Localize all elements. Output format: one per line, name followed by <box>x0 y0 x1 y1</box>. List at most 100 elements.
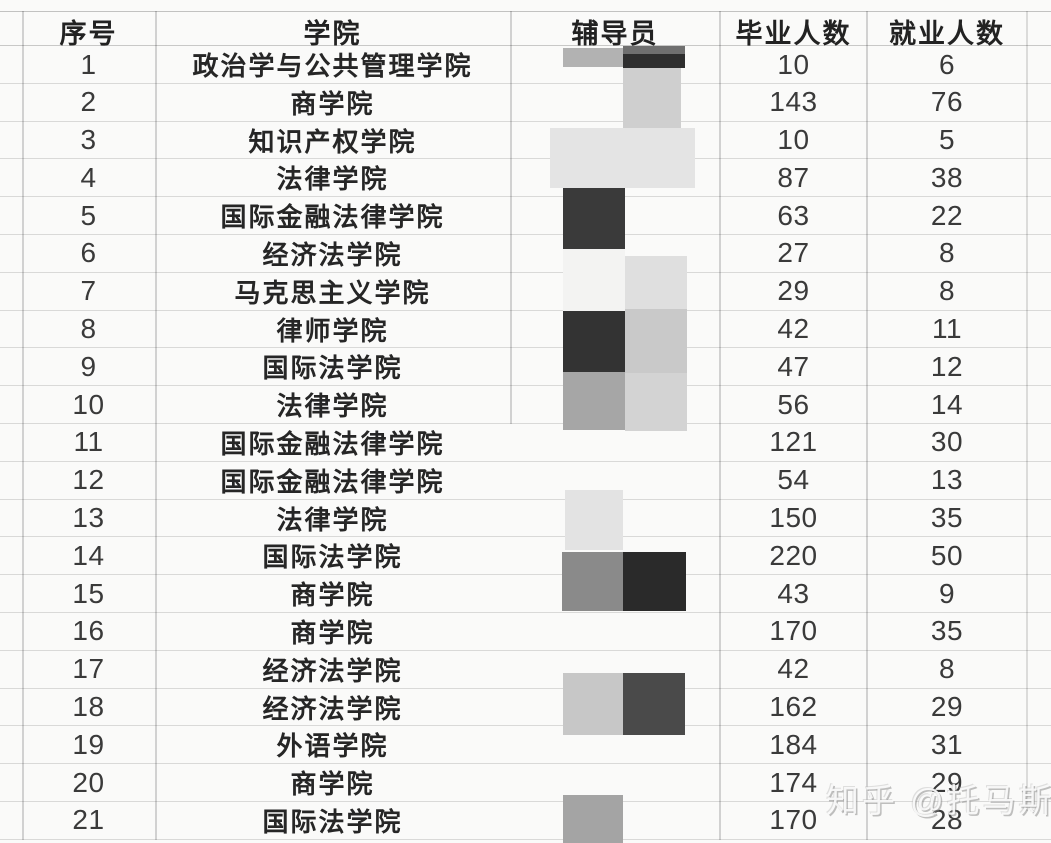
header-graduates: 毕业人数 <box>735 19 852 49</box>
row-margin-right <box>1027 726 1051 763</box>
row-margin-right <box>1027 235 1051 272</box>
row-margin <box>0 500 22 537</box>
redaction-block <box>563 673 623 735</box>
cell-employed-count: 14 <box>930 388 964 420</box>
redaction-block <box>623 552 686 611</box>
row-margin-right <box>1027 613 1051 650</box>
table-row: 3 知识产权学院 10 5 <box>0 122 1051 160</box>
table-body: 1 政治学与公共管理学院 10 6 2 商学院 143 76 3 知识产权学院 10 5 4 法律学院 87… <box>0 46 1051 840</box>
row-margin-right <box>1027 689 1051 726</box>
cell-college-name: 法律学院 <box>276 165 389 195</box>
table-right-border <box>1026 11 1028 811</box>
cell-graduates-count: 47 <box>777 350 810 382</box>
redaction-block <box>623 68 681 128</box>
cell-serial-number: 20 <box>72 766 105 798</box>
table-row: 14 国际法学院 220 50 <box>0 537 1051 576</box>
row-margin-right <box>1027 462 1051 499</box>
cell-employed-count: 31 <box>930 728 964 760</box>
cell-college-name: 经济法学院 <box>262 240 403 270</box>
table-row: 19 外语学院 184 31 <box>0 726 1051 765</box>
cell-employed-count: 35 <box>930 502 964 534</box>
redaction-block <box>563 311 625 372</box>
cell-employed-count: 50 <box>930 539 964 571</box>
redaction-block <box>625 309 687 373</box>
table-row: 20 商学院 174 29 <box>0 764 1051 802</box>
redaction-block <box>550 128 695 188</box>
row-margin <box>0 537 22 574</box>
row-margin-right <box>1027 311 1051 348</box>
row-margin-right <box>1027 348 1051 385</box>
row-margin <box>0 311 22 348</box>
row-margin <box>0 726 22 763</box>
cell-serial-number: 4 <box>80 161 97 193</box>
row-margin-right <box>1027 386 1051 423</box>
row-margin <box>0 462 22 499</box>
cell-college-name: 经济法学院 <box>262 694 403 724</box>
cell-college-name: 经济法学院 <box>262 656 403 686</box>
cell-college-name: 商学院 <box>290 89 375 119</box>
cell-serial-number: 13 <box>72 502 105 534</box>
cell-graduates-count: 10 <box>777 124 810 156</box>
row-margin <box>0 802 22 839</box>
cell-serial-number: 21 <box>72 804 105 836</box>
cell-employed-count: 8 <box>938 653 956 685</box>
row-margin <box>0 348 22 385</box>
header-serial-number: 序号 <box>59 19 118 49</box>
cell-serial-number: 9 <box>80 350 97 382</box>
table-row: 4 法律学院 87 38 <box>0 159 1051 198</box>
cell-graduates-count: 29 <box>777 275 810 307</box>
cell-employed-count: 8 <box>938 275 956 307</box>
cell-graduates-count: 42 <box>777 313 810 345</box>
table-row: 15 商学院 43 9 <box>0 575 1051 613</box>
cell-college-name: 外语学院 <box>276 732 389 762</box>
cell-college-name: 律师学院 <box>276 316 389 346</box>
cell-graduates-count: 10 <box>777 48 810 80</box>
cell-employed-count: 76 <box>930 86 964 118</box>
table-row: 2 商学院 143 76 <box>0 84 1051 122</box>
row-margin <box>0 84 22 121</box>
table-row: 10 法律学院 56 14 <box>0 386 1051 424</box>
row-margin <box>0 197 22 234</box>
col-divider-no-college <box>155 11 157 840</box>
cell-employed-count: 13 <box>930 464 964 496</box>
table-row: 11 国际金融法律学院 121 30 <box>0 424 1051 462</box>
table-row: 6 经济法学院 27 8 <box>0 235 1051 273</box>
cell-college-name: 国际金融法律学院 <box>220 467 445 497</box>
cell-serial-number: 1 <box>80 48 97 80</box>
table-row: 7 马克思主义学院 29 8 <box>0 273 1051 311</box>
cell-serial-number: 19 <box>72 728 105 760</box>
cell-graduates-count: 63 <box>777 199 810 231</box>
cell-college-name: 马克思主义学院 <box>234 278 431 308</box>
cell-employed-count: 28 <box>930 804 964 836</box>
cell-employed-count: 29 <box>930 766 964 798</box>
cell-college-name: 法律学院 <box>276 505 389 535</box>
row-margin <box>0 386 22 423</box>
header-employed: 就业人数 <box>889 19 1005 49</box>
cell-college-name: 商学院 <box>290 618 375 648</box>
row-margin <box>0 689 22 726</box>
cell-employed-count: 5 <box>938 124 956 156</box>
col-divider-graduates-employed <box>866 11 868 840</box>
redaction-block <box>563 372 625 430</box>
cell-college-name: 国际法学院 <box>262 807 403 837</box>
cell-serial-number: 14 <box>72 539 105 571</box>
cell-serial-number: 17 <box>72 653 105 685</box>
redaction-block <box>623 54 685 68</box>
cell-graduates-count: 87 <box>777 161 810 193</box>
cell-graduates-count: 150 <box>769 502 818 534</box>
cell-graduates-count: 56 <box>777 388 810 420</box>
cell-counselor <box>510 613 720 650</box>
cell-college-name: 国际法学院 <box>262 354 403 384</box>
row-margin-right <box>1027 122 1051 159</box>
cell-employed-count: 29 <box>930 691 964 723</box>
table-row: 17 经济法学院 42 8 <box>0 651 1051 689</box>
cell-graduates-count: 143 <box>769 86 818 118</box>
cell-graduates-count: 170 <box>769 804 818 836</box>
redaction-block <box>625 256 687 309</box>
row-margin-right <box>1027 159 1051 196</box>
table-row: 16 商学院 170 35 <box>0 613 1051 651</box>
row-margin <box>0 235 22 272</box>
cell-graduates-count: 42 <box>777 653 810 685</box>
data-table: 序号 学院 辅导员 毕业人数 就业人数 1 政治学与公共管理学院 10 6 2 商学院 14… <box>0 11 1051 840</box>
row-margin-right <box>1027 500 1051 537</box>
